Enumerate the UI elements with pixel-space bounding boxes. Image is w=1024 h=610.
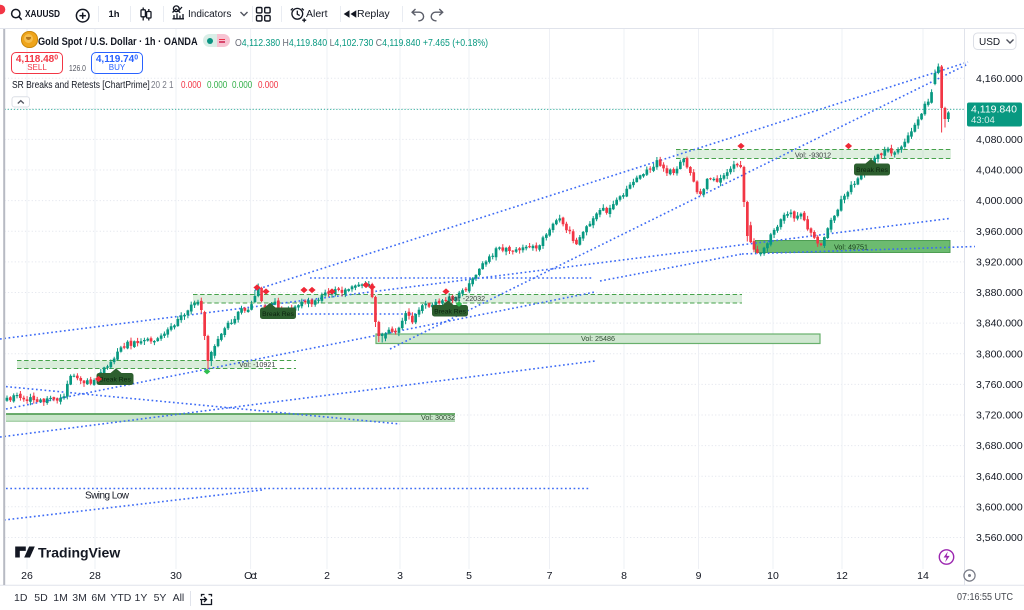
svg-text:4,119.840: 4,119.840 (971, 104, 1017, 116)
svg-text:Vol: 25486: Vol: 25486 (581, 334, 615, 343)
svg-text:3,800.000: 3,800.000 (976, 348, 1023, 360)
svg-text:Vol: -22032: Vol: -22032 (449, 294, 485, 303)
svg-text:9: 9 (696, 570, 702, 582)
svg-text:Vol: 49751: Vol: 49751 (834, 242, 868, 251)
svg-text:3,840.000: 3,840.000 (976, 318, 1023, 330)
svg-text:Vol: 30032: Vol: 30032 (421, 413, 455, 422)
svg-text:2: 2 (324, 570, 330, 582)
svg-text:4,040.000: 4,040.000 (976, 165, 1023, 177)
svg-text:3,640.000: 3,640.000 (976, 471, 1023, 483)
svg-text:Break Res: Break Res (434, 308, 466, 315)
svg-text:43:04: 43:04 (971, 115, 995, 126)
svg-text:3,680.000: 3,680.000 (976, 440, 1023, 452)
svg-text:5: 5 (466, 570, 472, 582)
svg-text:3,960.000: 3,960.000 (976, 226, 1023, 238)
svg-text:3,560.000: 3,560.000 (976, 532, 1023, 544)
svg-text:3,720.000: 3,720.000 (976, 410, 1023, 422)
svg-text:3,760.000: 3,760.000 (976, 379, 1023, 391)
svg-text:26: 26 (21, 570, 33, 582)
svg-text:3,880.000: 3,880.000 (976, 287, 1023, 299)
svg-text:4,000.000: 4,000.000 (976, 195, 1023, 207)
svg-text:Vol: -10921: Vol: -10921 (239, 360, 275, 369)
svg-text:7: 7 (547, 570, 553, 582)
svg-text:USD: USD (979, 37, 1000, 48)
svg-text:4,080.000: 4,080.000 (976, 134, 1023, 146)
svg-text:Vol: -93012: Vol: -93012 (795, 151, 831, 160)
svg-text:12: 12 (836, 570, 848, 582)
svg-text:4,160.000: 4,160.000 (976, 73, 1023, 85)
svg-text:3,920.000: 3,920.000 (976, 257, 1023, 269)
svg-text:30: 30 (170, 570, 182, 582)
svg-text:Oct: Oct (244, 570, 257, 582)
svg-text:Break Res: Break Res (262, 311, 294, 318)
svg-text:10: 10 (767, 570, 779, 582)
svg-text:8: 8 (621, 570, 627, 582)
svg-text:Break Res: Break Res (856, 167, 888, 174)
svg-text:3,600.000: 3,600.000 (976, 501, 1023, 513)
svg-text:Swing Low: Swing Low (85, 491, 130, 502)
svg-text:3: 3 (397, 570, 403, 582)
svg-text:TradingView: TradingView (38, 545, 120, 561)
svg-text:28: 28 (89, 570, 101, 582)
svg-text:14: 14 (917, 570, 929, 582)
svg-text:Break Res: Break Res (99, 377, 131, 384)
